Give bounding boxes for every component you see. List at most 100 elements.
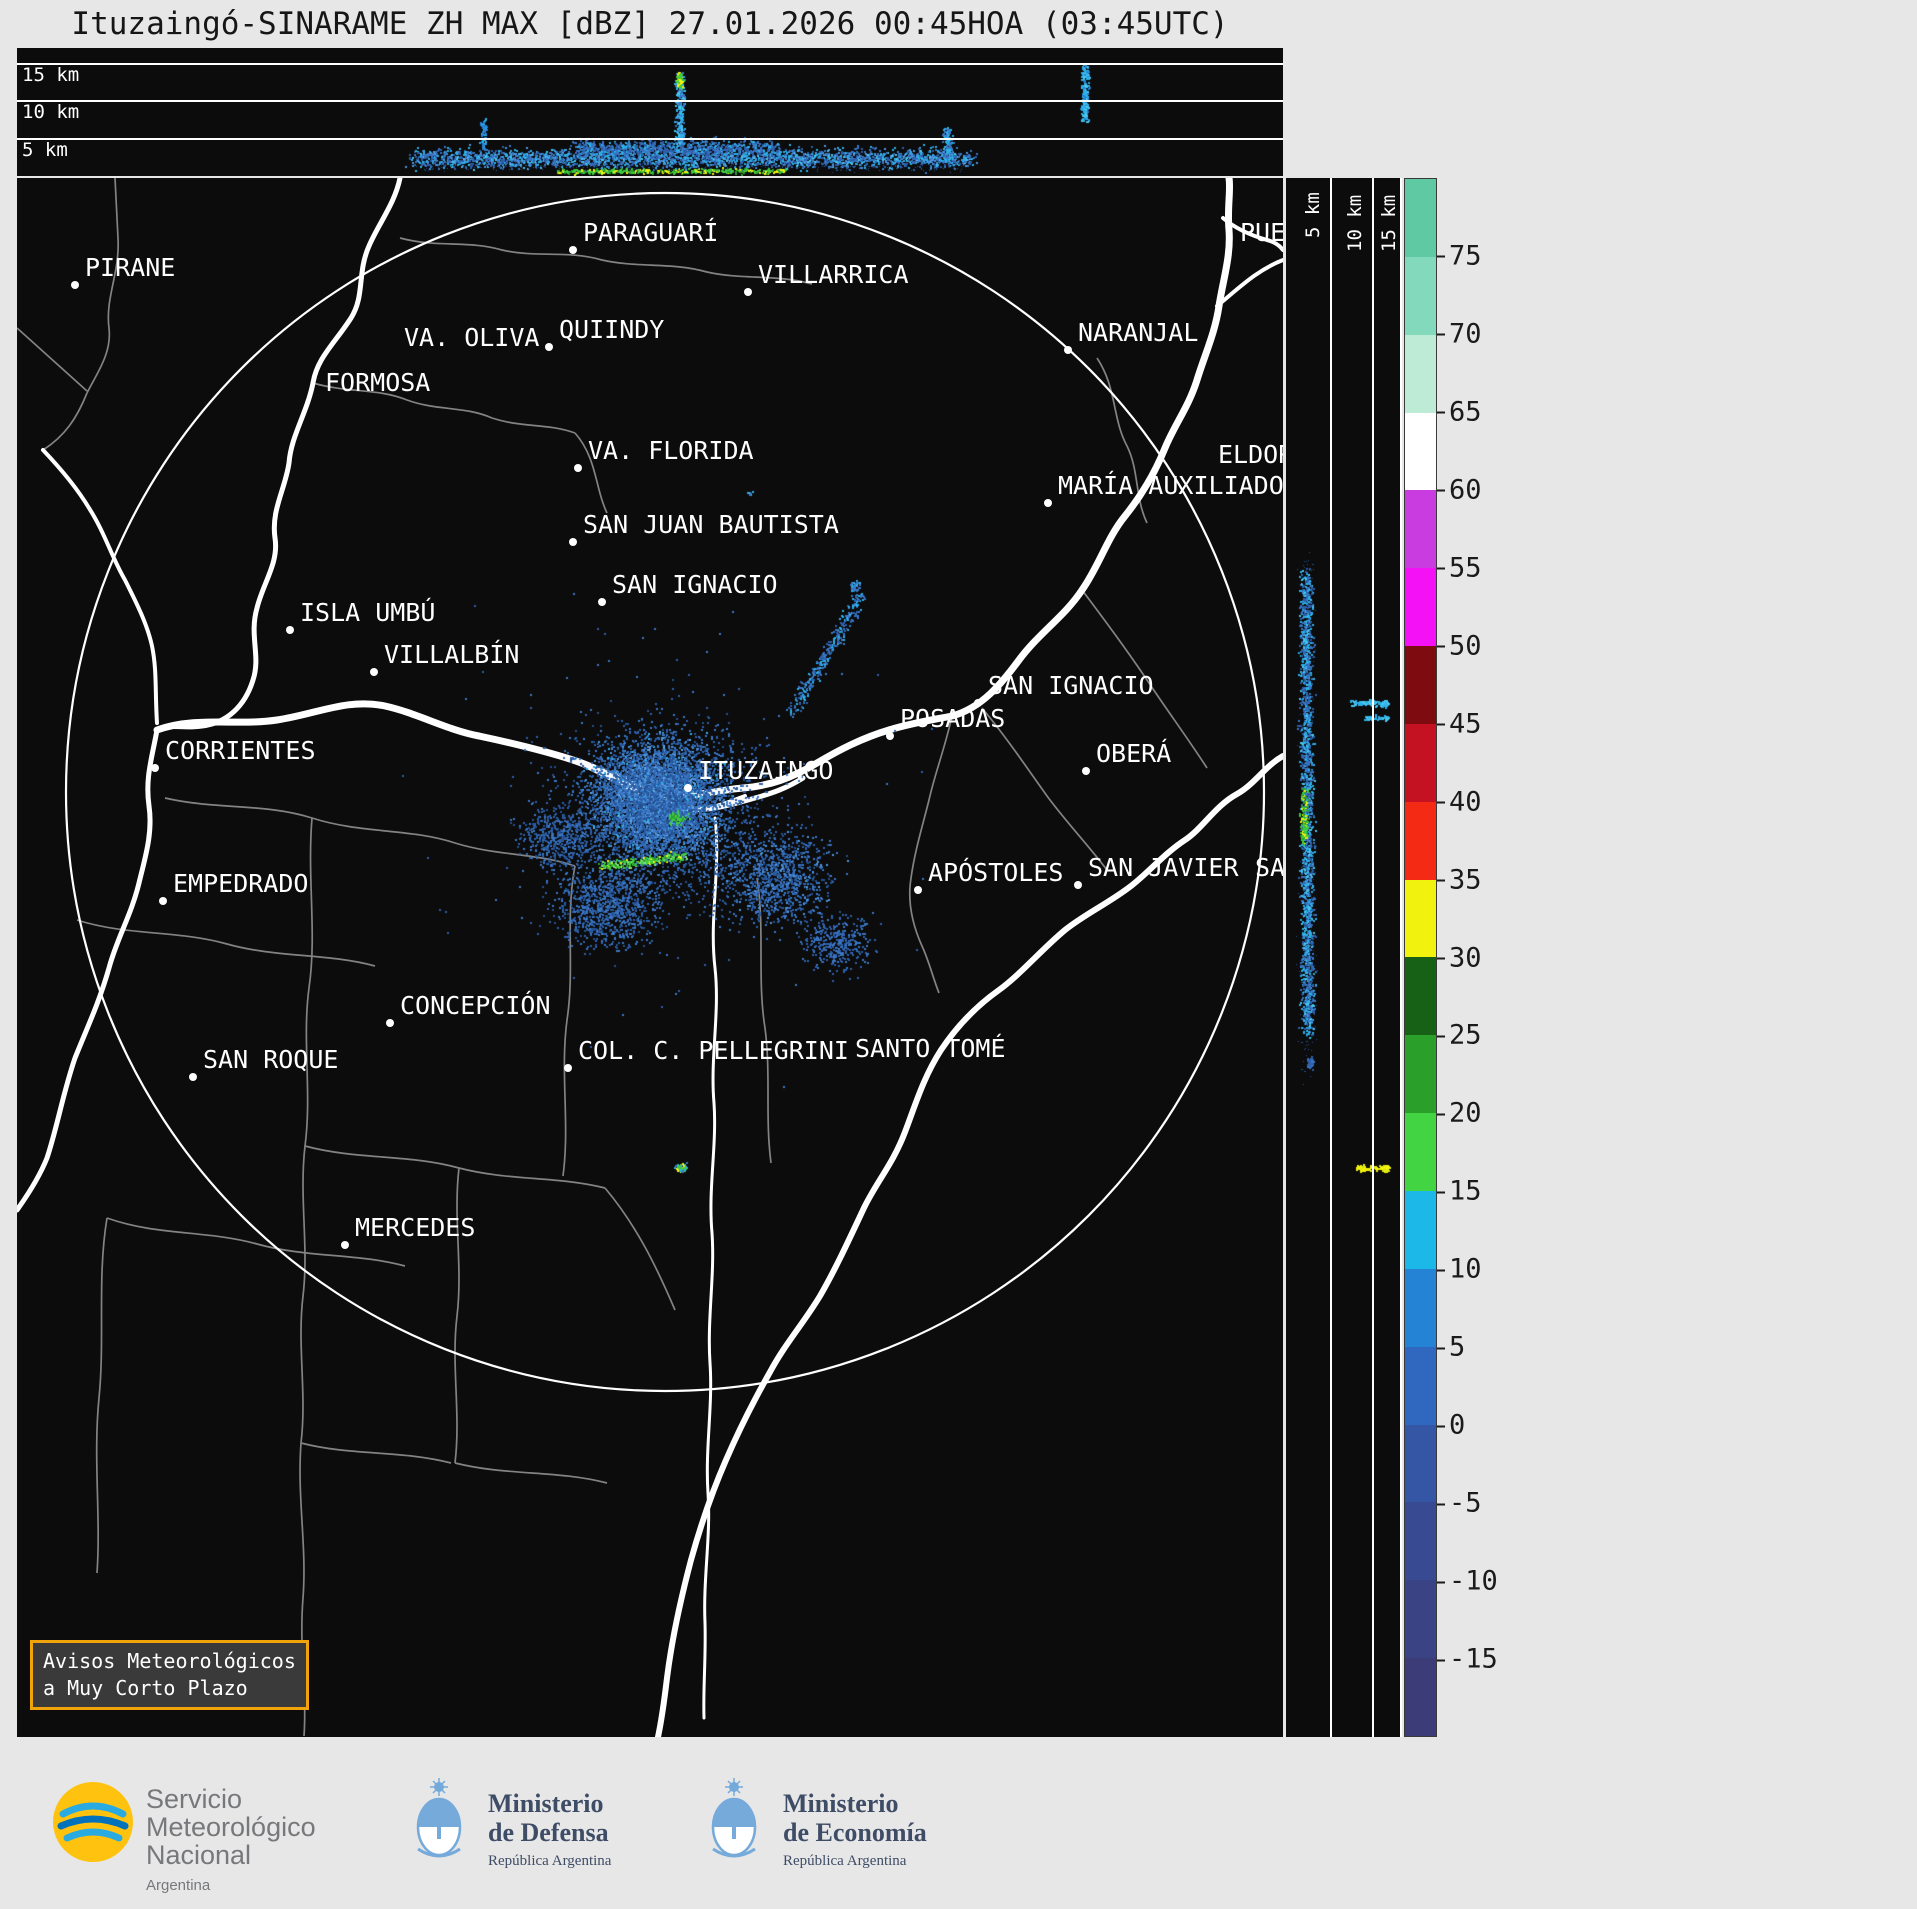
city-dot (574, 464, 582, 472)
city-label: POSADAS (900, 704, 1006, 733)
colorbar-segment (1405, 1658, 1436, 1736)
colorbar-tick-label: 70 (1437, 318, 1482, 350)
city-label: QUIINDY (559, 315, 665, 344)
city-dot (1044, 499, 1052, 507)
city-dot (151, 764, 159, 772)
city-label-layer: PIRANE PARAGUARÍ PUE VILLARRICA QUIINDY VA. O… (17, 178, 1283, 1737)
economia-line-3: República Argentina (783, 1853, 907, 1869)
colorbar-tick-label: 35 (1437, 864, 1482, 896)
economia-line-1: Ministerio (783, 1789, 899, 1818)
colorbar-segment (1405, 957, 1436, 1036)
city-label: SAN (1255, 853, 1283, 882)
dbz-colorbar-ticks: 75 70 65 60 55 50 45 40 35 30 25 20 15 10 5 0 -5 -10 -15 (1436, 178, 1531, 1737)
colorbar-tick-label: 15 (1437, 1175, 1482, 1207)
colorbar-segment (1405, 1346, 1436, 1425)
height-label-15km: 15 km (22, 64, 80, 86)
colorbar-segment (1405, 723, 1436, 802)
city-label: MARÍA AUXILIADORA (1058, 471, 1283, 500)
colorbar-tick-label: 30 (1437, 942, 1482, 973)
colorbar-segment (1405, 568, 1436, 647)
defensa-wordmark: Ministerio de Defensa República Argentin… (488, 1789, 611, 1870)
city-dot (684, 784, 692, 792)
colorbar-segment (1405, 490, 1436, 569)
height-line-10km (17, 100, 1283, 102)
city-label: ITUZAINGÓ (698, 756, 834, 785)
colorbar-tick-label: 50 (1437, 630, 1482, 662)
height-line-10km-side (1372, 178, 1374, 1737)
city-label: APÓSTOLES (928, 858, 1064, 887)
colorbar-tick-label: -10 (1437, 1565, 1498, 1597)
colorbar-tick-label: 60 (1437, 474, 1482, 506)
city-label: COL. C. PELLEGRINI (578, 1036, 849, 1065)
colorbar-tick-label: -15 (1437, 1643, 1498, 1675)
city-label: VILLARRICA (758, 260, 909, 289)
colorbar-tick-label: 40 (1437, 786, 1482, 818)
height-line-5km-side (1330, 178, 1332, 1737)
city-dot (386, 1019, 394, 1027)
height-label-15km-side: 15 km (1378, 194, 1400, 252)
city-label: SAN IGNACIO (988, 671, 1154, 700)
colorbar-tick-label: 65 (1437, 396, 1482, 428)
colorbar-segment (1405, 179, 1436, 257)
city-label: ELDORADO (1218, 440, 1283, 469)
colorbar-segment (1405, 646, 1436, 724)
side-echo-layer (1286, 178, 1400, 1737)
city-dot (189, 1073, 197, 1081)
city-label: SAN ROQUE (203, 1045, 339, 1074)
smn-line-3: Nacional (146, 1840, 252, 1870)
top-cross-section-panel: 15 km 10 km 5 km (17, 48, 1283, 176)
city-label: ISLA UMBÚ (300, 598, 436, 627)
defensa-line-1: Ministerio (488, 1789, 604, 1818)
colorbar-segment (1405, 879, 1436, 958)
colorbar-segment (1405, 801, 1436, 880)
dbz-colorbar (1404, 178, 1437, 1737)
city-label: EMPEDRADO (173, 869, 309, 898)
city-dot (886, 732, 894, 740)
height-line-15km (17, 63, 1283, 65)
city-dot (370, 668, 378, 676)
city-label: CONCEPCIÓN (400, 991, 551, 1020)
colorbar-segment (1405, 1113, 1436, 1191)
economia-line-2: de Economía (783, 1818, 927, 1847)
colorbar-segment (1405, 334, 1436, 413)
colorbar-segment (1405, 1424, 1436, 1503)
city-label: SAN IGNACIO (612, 570, 778, 599)
smn-wordmark: Servicio Meteorológico Nacional Argentin… (146, 1785, 316, 1900)
city-label: SAN JUAN BAUTISTA (583, 510, 839, 539)
city-dot (1074, 881, 1082, 889)
city-dot (545, 343, 553, 351)
city-label: MERCEDES (355, 1213, 476, 1242)
colorbar-tick-label: 10 (1437, 1253, 1482, 1285)
colorbar-segment (1405, 1268, 1436, 1347)
colorbar-segment (1405, 412, 1436, 491)
city-label: PARAGUARÍ (583, 218, 719, 247)
colorbar-segment (1405, 1502, 1436, 1581)
colorbar-tick-label: 75 (1437, 240, 1482, 272)
colorbar-tick-label: 25 (1437, 1019, 1482, 1051)
city-dot (1082, 767, 1090, 775)
warning-line-1: Avisos Meteorológicos (43, 1649, 296, 1673)
city-label: PIRANE (85, 253, 176, 282)
colorbar-tick-label: 55 (1437, 552, 1482, 584)
defensa-line-2: de Defensa (488, 1818, 609, 1847)
economia-wordmark: Ministerio de Economía República Argenti… (783, 1789, 927, 1870)
colorbar-tick-label: 45 (1437, 708, 1482, 740)
colorbar-tick-label: 0 (1436, 1409, 1466, 1441)
page-title: Ituzaingó-SINARAME ZH MAX [dBZ] 27.01.20… (71, 6, 1229, 42)
city-label: PUE (1240, 218, 1283, 247)
city-label: VA. OLIVA (404, 323, 540, 352)
city-label: SANTO TOMÉ (855, 1034, 1006, 1063)
colorbar-tick-label: 5 (1436, 1331, 1466, 1363)
city-label: SAN JAVIER (1088, 853, 1239, 882)
city-dot (974, 699, 982, 707)
side-cross-section-panel: 5 km 10 km 15 km (1286, 178, 1402, 1737)
colorbar-tick-label: -5 (1437, 1487, 1482, 1519)
height-label-10km-side: 10 km (1344, 194, 1366, 252)
smn-logo (50, 1779, 136, 1870)
city-dot (286, 626, 294, 634)
city-label: NARANJAL (1078, 318, 1199, 347)
defensa-line-3: República Argentina (488, 1853, 612, 1869)
city-dot (159, 897, 167, 905)
city-dot (914, 886, 922, 894)
city-dot (744, 288, 752, 296)
